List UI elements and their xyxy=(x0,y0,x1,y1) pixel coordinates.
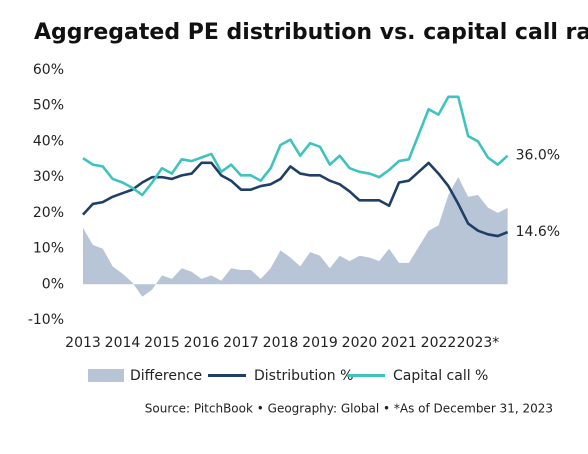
series-line xyxy=(82,95,509,197)
y-tick-label: 10% xyxy=(33,241,64,257)
legend-swatch xyxy=(88,369,124,382)
x-tick-label: 2015 xyxy=(144,335,180,351)
x-tick-label: 2016 xyxy=(184,335,220,351)
end-value-label: 14.6% xyxy=(516,224,560,240)
x-tick-label: 2023* xyxy=(457,335,500,351)
source-note: Source: PitchBook • Geography: Global • … xyxy=(145,402,553,416)
y-tick-label: 30% xyxy=(33,169,64,185)
x-tick-label: 2017 xyxy=(223,335,259,351)
y-tick-label: 40% xyxy=(33,133,64,149)
x-tick-label: 2022 xyxy=(421,335,457,351)
x-tick-label: 2014 xyxy=(105,335,141,351)
chart-title: Aggregated PE distribution vs. capital c… xyxy=(34,20,588,45)
legend-label: Capital call % xyxy=(393,368,488,384)
end-value-label: 36.0% xyxy=(516,148,560,164)
x-tick-label: 2013 xyxy=(65,335,101,351)
y-tick-label: 0% xyxy=(42,276,64,292)
y-tick-label: -10% xyxy=(28,312,64,328)
x-tick-label: 2018 xyxy=(263,335,299,351)
legend-label: Difference xyxy=(130,368,202,384)
y-tick-label: 60% xyxy=(33,62,64,78)
difference-area xyxy=(83,177,508,297)
x-tick-label: 2021 xyxy=(381,335,417,351)
x-tick-label: 2020 xyxy=(342,335,378,351)
series-line xyxy=(82,161,509,238)
y-tick-label: 50% xyxy=(33,98,64,114)
legend-label: Distribution % xyxy=(254,368,353,384)
y-tick-label: 20% xyxy=(33,205,64,221)
x-tick-label: 2019 xyxy=(302,335,338,351)
